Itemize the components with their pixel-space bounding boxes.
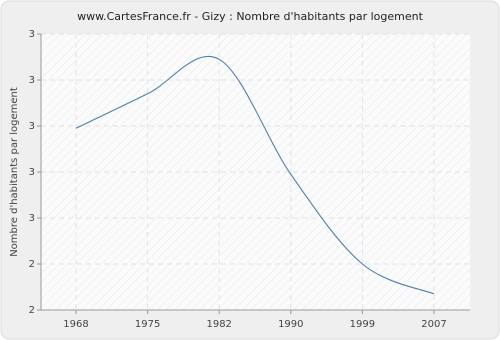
- y-tick-label: 2: [29, 305, 35, 316]
- y-tick-label: 3: [29, 121, 35, 132]
- y-tick-label: 3: [29, 213, 35, 224]
- y-axis-label: Nombre d'habitants par logement: [9, 87, 20, 257]
- x-tick-label: 1982: [206, 319, 231, 330]
- x-tick-label: 1968: [63, 319, 88, 330]
- x-tick-label: 1975: [135, 319, 160, 330]
- y-tick-label: 3: [29, 75, 35, 86]
- y-tick-label: 2: [29, 259, 35, 270]
- line-series: [75, 56, 435, 295]
- y-tick-label: 3: [29, 29, 35, 40]
- x-tick-label: 2007: [421, 319, 446, 330]
- chart-title: www.CartesFrance.fr - Gizy : Nombre d'ha…: [77, 10, 423, 23]
- plot-area: [41, 34, 470, 310]
- x-tick-label: 1990: [278, 319, 303, 330]
- plot: 2 2 3 3 3 3 3 1968 1975 1982 1990 1999 2007: [29, 29, 470, 330]
- y-tick-label: 3: [29, 167, 35, 178]
- x-tick-label: 1999: [350, 319, 375, 330]
